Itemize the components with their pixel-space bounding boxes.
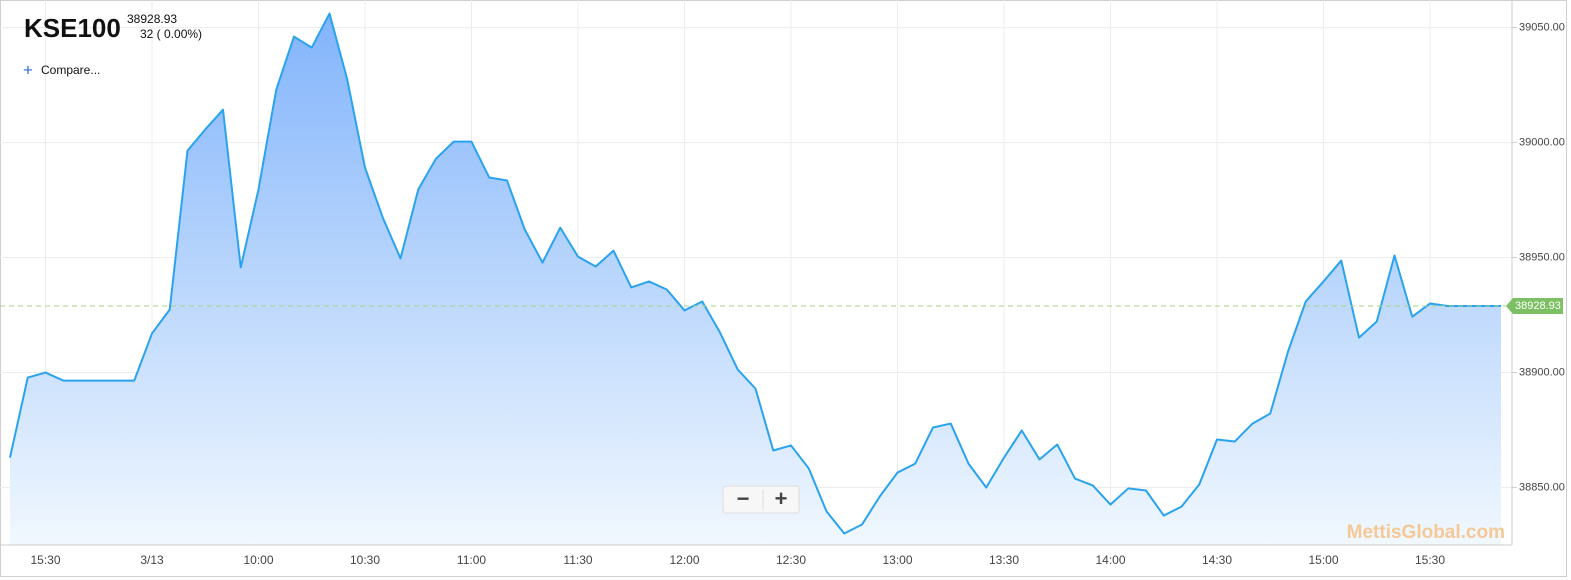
x-tick-label: 15:30	[1415, 553, 1445, 567]
y-tick-label: 38900.00	[1519, 366, 1565, 378]
x-tick-label: 13:30	[989, 553, 1019, 567]
x-tick-label: 12:30	[776, 553, 806, 567]
x-tick-label: 11:30	[563, 553, 592, 567]
x-tick-label: 12:00	[669, 553, 699, 567]
zoom-out[interactable]: −	[737, 486, 750, 511]
price: 38928.93	[127, 12, 177, 26]
watermark: MettisGlobal.com	[1347, 522, 1505, 543]
y-tick-label: 39000.00	[1519, 136, 1565, 148]
y-tick-label: 39050.00	[1519, 22, 1565, 34]
compare-icon[interactable]: +	[23, 60, 33, 79]
x-tick-label: 11:00	[457, 553, 486, 567]
x-tick-label: 3/13	[140, 553, 164, 567]
zoom-box	[722, 485, 800, 514]
x-tick-label: 13:00	[882, 553, 912, 567]
last-price-label: 38928.93	[1515, 300, 1561, 312]
area-fill	[10, 13, 1501, 546]
y-tick-label: 38850.00	[1519, 481, 1565, 493]
y-tick-label: 38950.00	[1519, 251, 1565, 263]
price-line	[9, 12, 1501, 535]
x-tick-label: 10:00	[243, 553, 273, 567]
x-tick-label: 14:30	[1202, 553, 1232, 567]
last-price-badge	[1506, 298, 1563, 315]
x-tick-label: 10:30	[350, 553, 380, 567]
change: 32 ( 0.00%)	[140, 27, 202, 41]
x-tick-label: 15:30	[30, 553, 60, 567]
zoom-control: − +	[722, 485, 800, 514]
x-tick-label: 14:00	[1095, 553, 1125, 567]
zoom-in[interactable]: +	[775, 486, 788, 511]
symbol: KSE100	[24, 13, 121, 43]
x-tick-label: 15:00	[1308, 553, 1338, 567]
compare-button[interactable]: Compare...	[41, 63, 100, 77]
